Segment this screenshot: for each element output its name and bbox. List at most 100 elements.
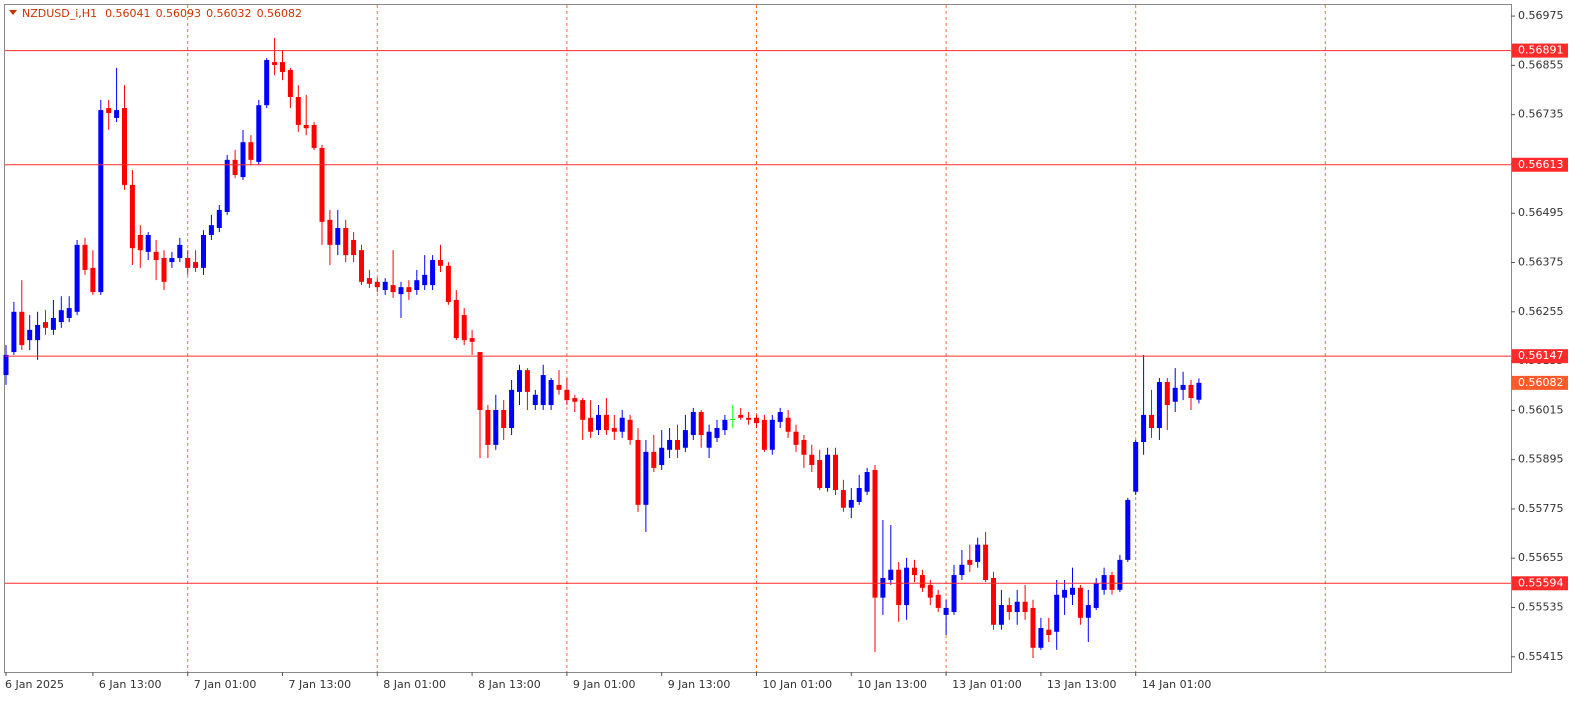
candle-body [603, 414, 609, 431]
candle-body [1117, 559, 1123, 590]
x-tick-label: 7 Jan 13:00 [289, 678, 352, 691]
candle-body [208, 225, 214, 235]
candle-body [951, 575, 957, 613]
candle-body [959, 564, 965, 576]
x-tick-label: 9 Jan 01:00 [573, 678, 636, 691]
candle-body [872, 469, 878, 598]
candle-body [1180, 384, 1186, 390]
candle-body [82, 244, 88, 270]
candle-body [169, 258, 175, 263]
candle-body [303, 124, 309, 129]
candle-body [667, 439, 673, 450]
candle-body [580, 400, 586, 420]
candle-body [801, 439, 807, 455]
candle-body [761, 419, 767, 450]
candle-body [588, 417, 594, 432]
candle-body [1046, 629, 1052, 636]
x-tick-label: 8 Jan 13:00 [478, 678, 541, 691]
candle-body [651, 451, 657, 468]
candle-body [856, 488, 862, 502]
candle-body [1101, 575, 1107, 590]
candle-body [706, 431, 712, 448]
candle-body [991, 577, 996, 625]
candle-body [722, 419, 728, 431]
candle-body [730, 419, 736, 420]
candle-body [461, 315, 467, 341]
x-tick-label: 10 Jan 13:00 [857, 678, 927, 691]
level-label: 0.55594 [1518, 576, 1564, 589]
candle-body [453, 299, 459, 339]
candle-body [327, 219, 333, 245]
candle-body [343, 228, 349, 256]
candle-body [3, 354, 9, 376]
candle-body [659, 447, 665, 465]
candle-body [311, 124, 317, 148]
candle-body [548, 379, 554, 406]
candle-body [406, 287, 412, 293]
candle-body [1085, 605, 1091, 618]
y-tick-label: 0.55535 [1518, 601, 1564, 614]
candle-body [477, 352, 483, 410]
candle-body [74, 244, 80, 312]
candle-body [975, 544, 981, 562]
x-tick-label: 13 Jan 01:00 [952, 678, 1022, 691]
y-tick-label: 0.55775 [1518, 502, 1564, 515]
y-tick-label: 0.55655 [1518, 551, 1564, 564]
candle-body [177, 244, 183, 258]
x-tick-label: 10 Jan 01:00 [763, 678, 833, 691]
menu-triangle [9, 10, 17, 15]
candle-body [185, 258, 191, 268]
header: NZDUSD_i,H1 0.56041 0.56093 0.56032 0.56082 [22, 7, 302, 20]
candle-body [880, 577, 886, 598]
candle-body [1006, 605, 1012, 613]
candle-body [532, 394, 538, 406]
current-price-label: 0.56082 [1518, 376, 1564, 389]
symbol: NZDUSD_i,H1 [22, 7, 97, 20]
x-tick-label: 6 Jan 13:00 [99, 678, 162, 691]
candle-body [1054, 594, 1060, 632]
candle-body [430, 260, 436, 286]
candle-body [11, 311, 17, 353]
candle-body [232, 159, 238, 176]
candle-body [1156, 382, 1162, 429]
candle-body [35, 324, 41, 341]
y-tick-label: 0.56495 [1518, 206, 1564, 219]
candle-body [998, 605, 1004, 625]
y-tick-label: 0.56735 [1518, 108, 1564, 121]
candle-body [193, 262, 199, 268]
candle-body [1030, 607, 1036, 648]
candle-body [1038, 628, 1044, 648]
candle-body [1014, 601, 1020, 613]
candle-body [359, 250, 364, 282]
candle-body [19, 311, 25, 346]
level-label: 0.56147 [1518, 349, 1564, 362]
x-tick-label: 8 Jan 01:00 [383, 678, 446, 691]
level-label-bg [1512, 349, 1568, 364]
candle-body [1164, 382, 1170, 406]
candle-body [596, 414, 601, 431]
candle-body [809, 454, 815, 465]
candle-body [840, 490, 846, 508]
candle-body [967, 559, 973, 565]
candle-body [240, 142, 246, 178]
candle-body [129, 184, 135, 249]
x-tick-label: 6 Jan 2025 [5, 678, 64, 691]
candle-body [943, 607, 949, 615]
candle-body [682, 430, 688, 448]
candle-body [769, 419, 775, 450]
candle-body [698, 412, 704, 436]
candle-body [335, 228, 341, 245]
candle-body [611, 428, 617, 432]
candle-body [398, 287, 404, 295]
level-label: 0.56613 [1518, 158, 1564, 171]
candle-body [445, 265, 451, 302]
candle-body [469, 338, 475, 342]
candle-body [390, 285, 396, 293]
candle-body [983, 544, 989, 580]
candle-body [619, 417, 625, 432]
candle-body [501, 409, 507, 429]
candle-body [201, 235, 206, 268]
y-tick-label: 0.56255 [1518, 305, 1564, 318]
candle-body [833, 454, 838, 491]
candle-body [793, 431, 799, 445]
